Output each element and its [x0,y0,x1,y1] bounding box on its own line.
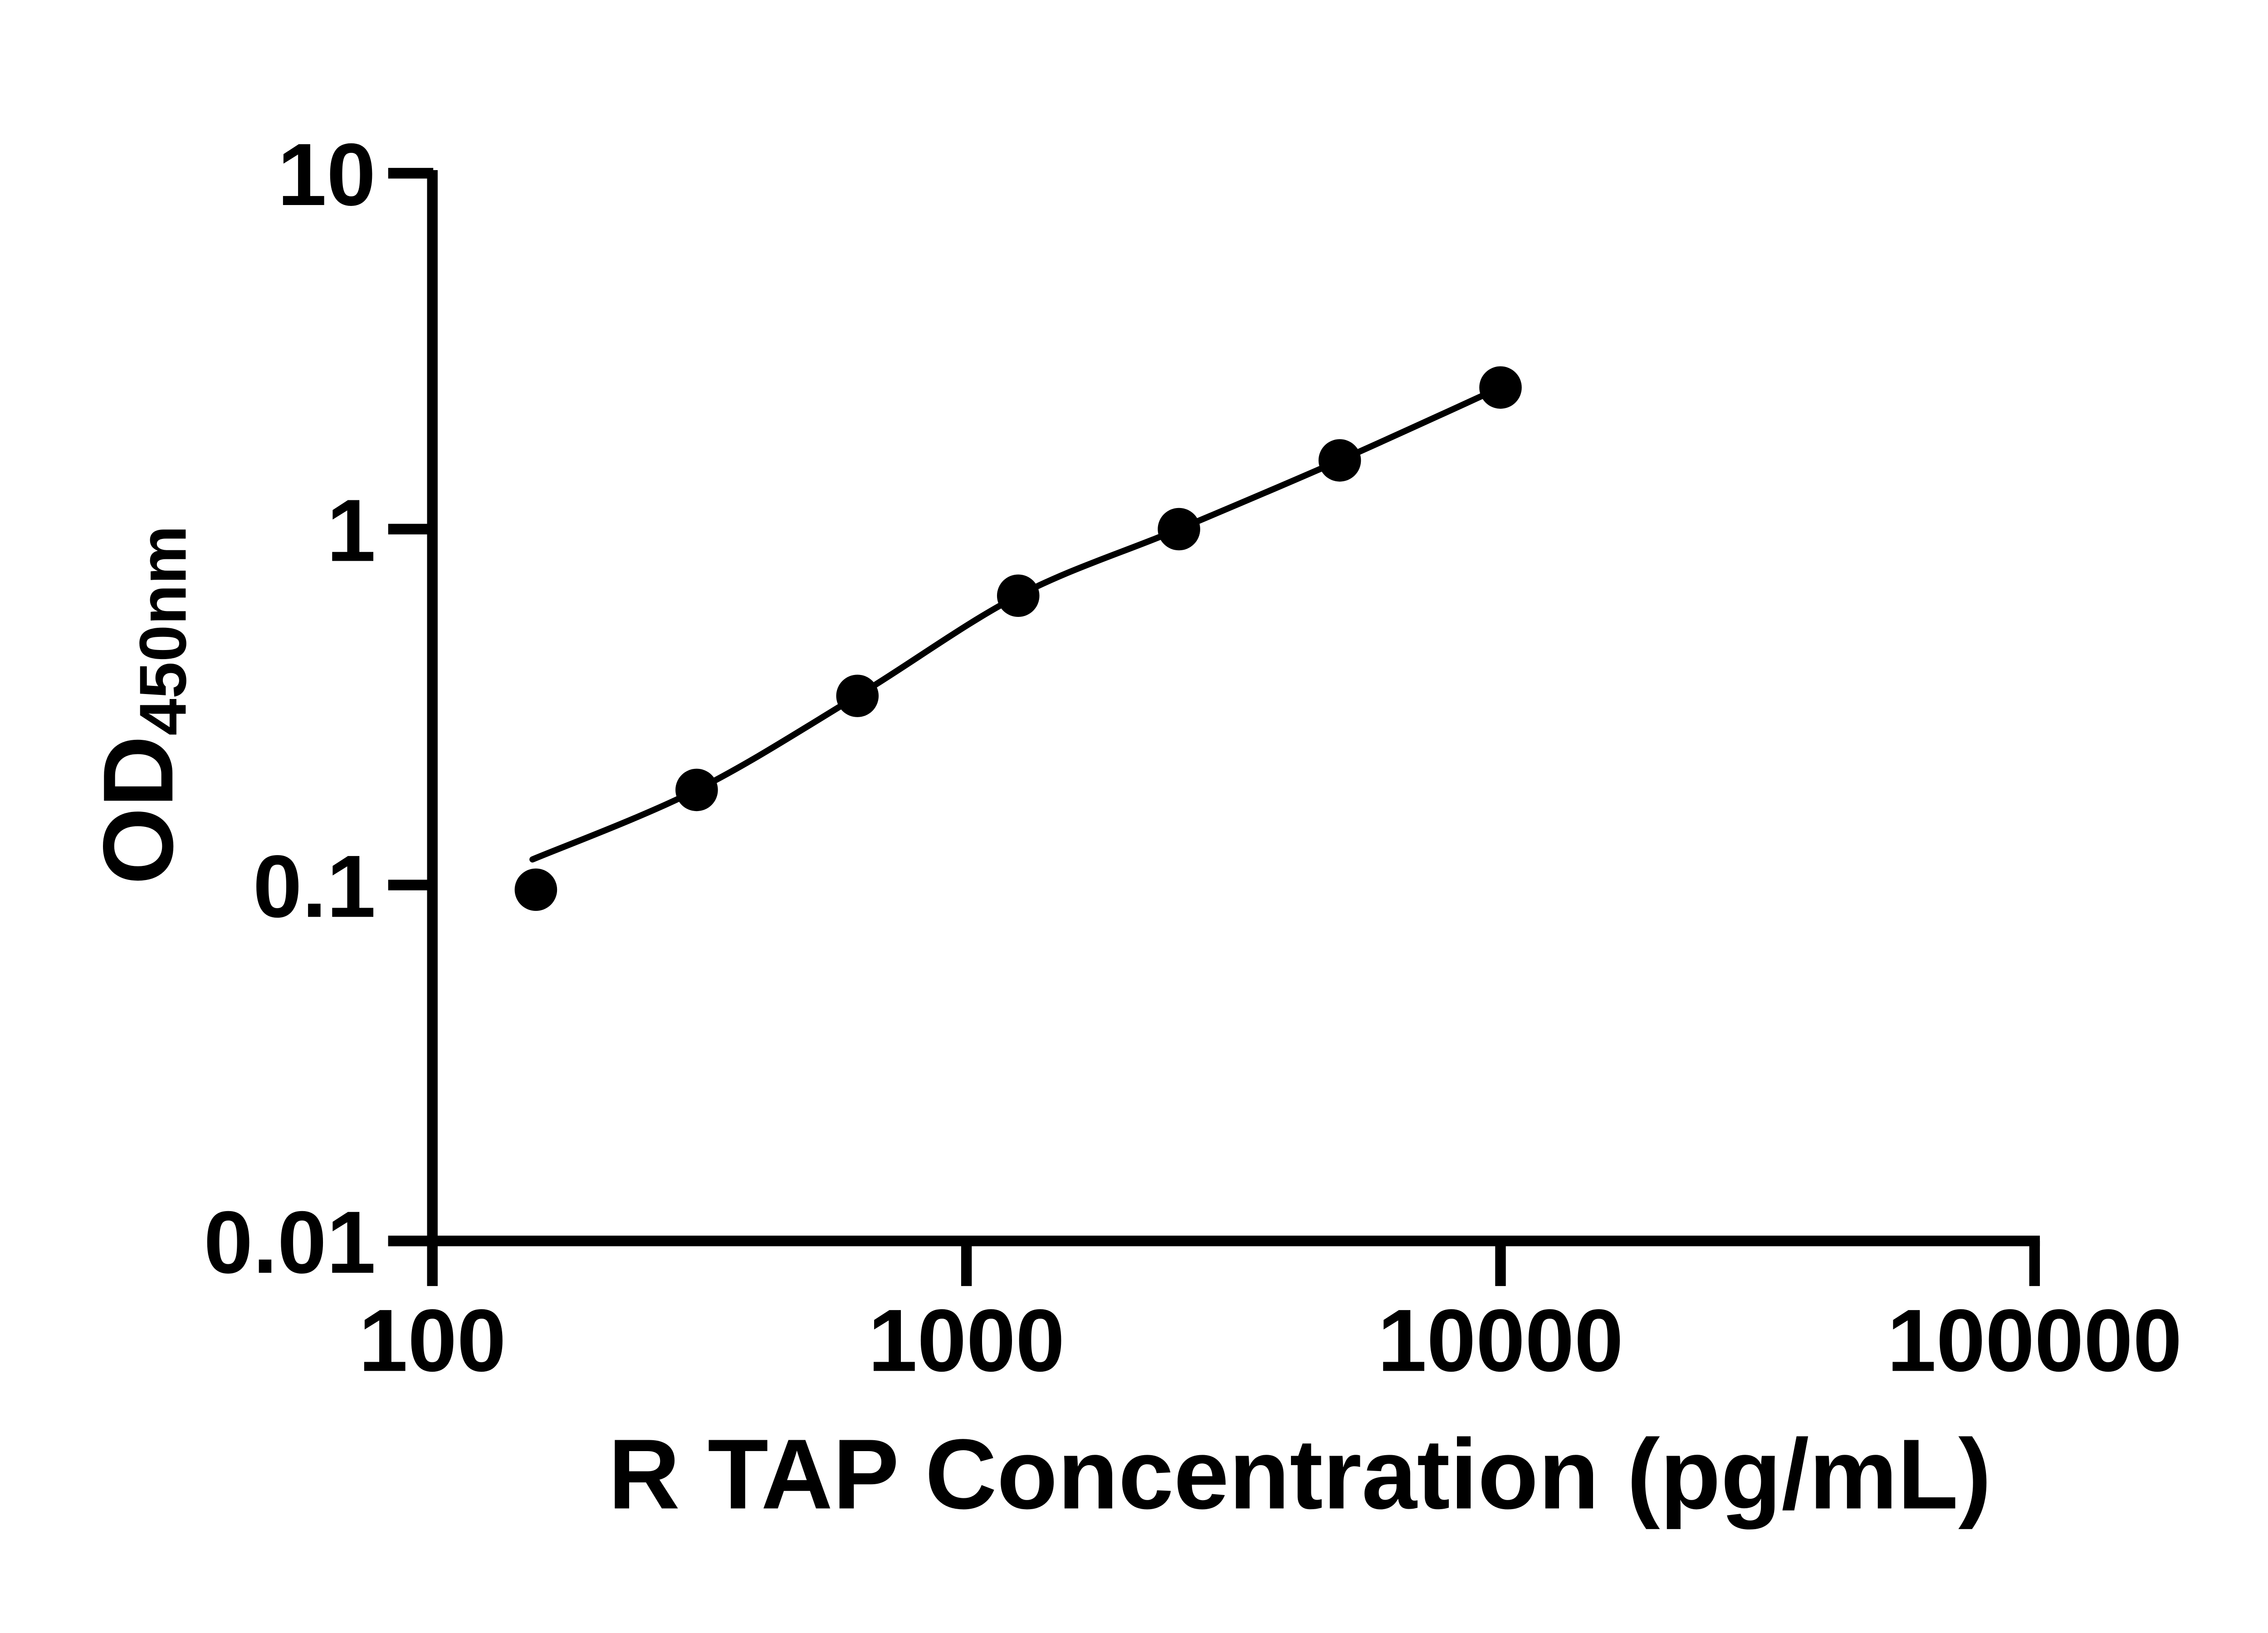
y-axis-ticks [388,168,434,1247]
data-point [675,768,718,812]
data-point [1479,366,1522,409]
y-axis-title-subscript: 450nm [126,525,200,735]
data-point [1158,508,1200,551]
x-tick-label: 10000 [1378,1291,1623,1390]
svg-text:OD450nm: OD450nm [83,525,200,885]
y-axis-title-main: OD [83,736,194,885]
y-axis-tick-labels: 10 1 0.1 0.01 [204,126,376,1292]
data-point [836,675,879,717]
data-point [997,574,1040,617]
data-points [514,366,1522,911]
data-point [1318,439,1361,482]
y-tick-label: 0.01 [204,1193,376,1292]
x-tick-label: 100 [359,1291,506,1390]
y-tick-label: 0.1 [253,837,376,936]
x-axis-title: R TAP Concentration (pg/mL) [608,1418,1992,1530]
x-axis-ticks [427,1241,2040,1286]
data-point [514,868,557,911]
x-tick-label: 1000 [868,1291,1065,1390]
y-tick-label: 1 [327,482,376,580]
y-tick-label: 10 [278,126,376,224]
x-tick-label: 100000 [1887,1291,2182,1390]
x-axis-tick-labels: 100 1000 10000 100000 [359,1291,2182,1390]
y-axis-title: OD450nm [83,525,200,885]
